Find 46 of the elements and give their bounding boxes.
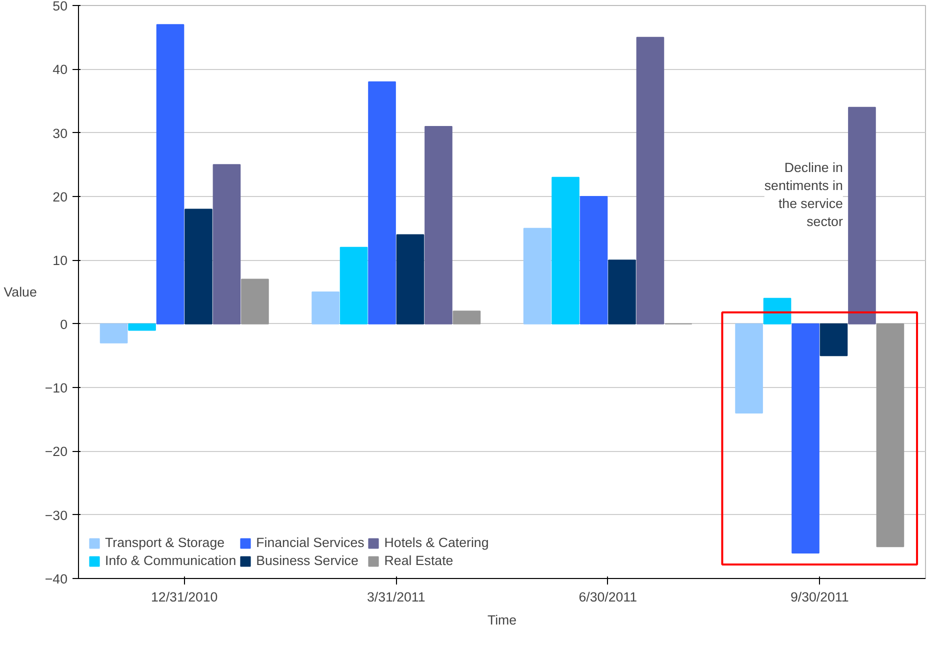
bar [184, 208, 212, 324]
bar [452, 310, 481, 324]
bar [820, 323, 848, 356]
bar [156, 24, 184, 324]
y-tick-label: −10 [44, 380, 68, 396]
legend-label: Business Service [256, 553, 358, 568]
bar [100, 323, 128, 344]
x-tick-label: 9/30/2011 [790, 590, 849, 604]
bar [396, 234, 424, 324]
bar [241, 278, 269, 324]
y-tick-label: −40 [44, 572, 68, 586]
y-tick-label: 30 [52, 126, 68, 141]
bar [580, 196, 608, 324]
bar [608, 260, 636, 324]
y-axis-title: Value [4, 284, 37, 300]
bar [312, 292, 340, 324]
bar [212, 164, 241, 324]
bar [848, 106, 876, 324]
y-tick-label: 40 [52, 62, 68, 78]
y-tick-label: 20 [52, 190, 68, 204]
bar [763, 298, 792, 324]
legend-label: Financial Services [256, 535, 364, 550]
legend-label: Transport & Storage [105, 535, 225, 550]
x-tick-label: 3/31/2011 [366, 590, 426, 604]
bar [368, 81, 396, 324]
x-tick-label: 12/31/2010 [151, 590, 218, 604]
y-tick-label: −20 [44, 444, 68, 460]
bar [340, 246, 368, 324]
bar [128, 323, 156, 331]
bar [876, 323, 904, 548]
y-tick-label: 10 [52, 253, 68, 268]
bar [792, 323, 820, 554]
x-axis-title: Time [487, 612, 517, 628]
bar [552, 176, 580, 324]
bar [636, 36, 664, 324]
y-tick-label: 0 [60, 316, 68, 332]
bar [523, 228, 552, 324]
y-tick-label: 50 [52, 0, 68, 14]
bar [424, 126, 452, 324]
x-tick-label: 6/30/2011 [578, 590, 638, 604]
legend-label: Real Estate [384, 553, 454, 568]
legend-label: Hotels & Catering [384, 535, 489, 550]
bar [735, 323, 763, 414]
annotation: Decline in sentiments in the service sector [764, 160, 844, 230]
y-tick-label: −30 [44, 508, 68, 523]
legend-label: Info & Communication [105, 553, 236, 568]
